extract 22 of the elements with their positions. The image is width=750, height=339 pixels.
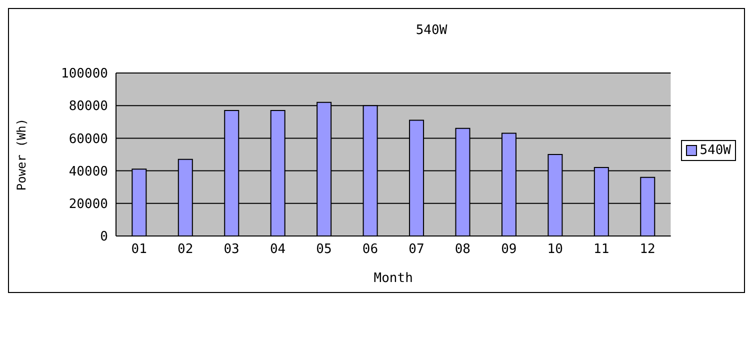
x-tick-label: 01 bbox=[131, 242, 147, 258]
x-tick-label: 10 bbox=[547, 242, 563, 258]
x-tick-label: 08 bbox=[454, 242, 471, 258]
x-tick-label: 06 bbox=[362, 242, 378, 258]
x-tick-label: 03 bbox=[224, 242, 240, 258]
x-tick-label: 05 bbox=[316, 242, 332, 258]
x-tick-label: 02 bbox=[178, 242, 194, 258]
y-tick-label: 0 bbox=[100, 230, 108, 245]
y-tick-label: 80000 bbox=[68, 99, 108, 114]
x-axis-title: Month bbox=[374, 271, 413, 286]
legend-label: 540W bbox=[700, 143, 731, 158]
y-tick-label: 60000 bbox=[68, 132, 108, 147]
y-tick-label: 20000 bbox=[68, 197, 108, 212]
chart-title: 540W bbox=[414, 23, 448, 38]
y-tick-label: 100000 bbox=[61, 66, 108, 82]
y-tick-label: 40000 bbox=[68, 164, 108, 180]
x-tick-label: 07 bbox=[408, 242, 424, 258]
x-tick-label: 12 bbox=[640, 242, 656, 258]
x-tick-label: 04 bbox=[270, 242, 286, 258]
x-tick-label: 09 bbox=[501, 242, 517, 258]
y-axis-title: Power (Wh) bbox=[14, 118, 28, 191]
x-tick-label: 11 bbox=[594, 242, 610, 258]
